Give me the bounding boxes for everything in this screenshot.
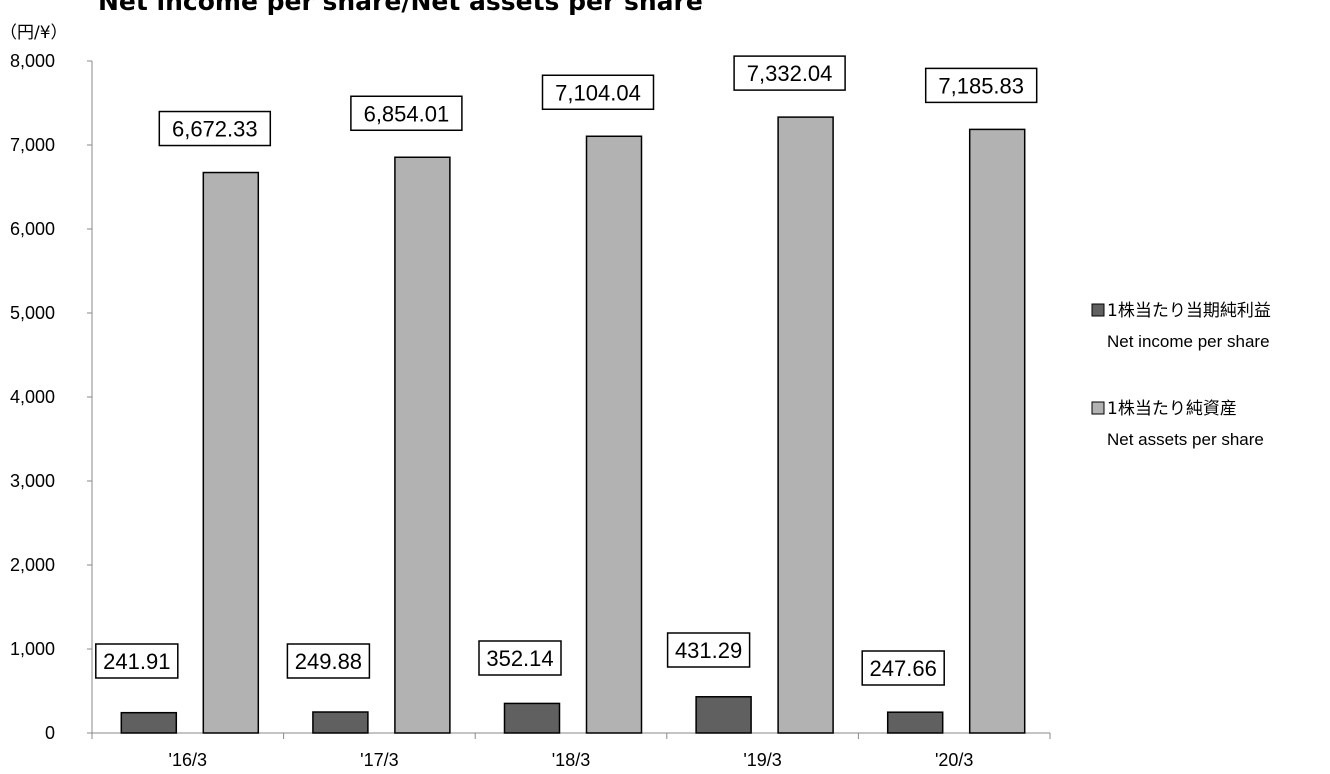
bar-net-income [695, 696, 752, 734]
y-tick-label: 5,000 [10, 303, 55, 323]
data-label: 247.66 [870, 656, 937, 681]
bar-net-assets [968, 128, 1026, 734]
x-tick-label: '18/3 [552, 750, 590, 770]
data-label: 431.29 [675, 638, 742, 663]
x-tick-label: '17/3 [360, 750, 398, 770]
bar-net-assets [202, 171, 260, 734]
y-tick-label: 1,000 [10, 639, 55, 659]
bar-net-assets [777, 116, 834, 734]
y-tick-label: 3,000 [10, 471, 55, 491]
bars [120, 116, 1026, 734]
data-label: 241.91 [103, 649, 170, 674]
data-label-box [158, 110, 272, 147]
y-tick-label: 7,000 [10, 135, 55, 155]
y-unit-label: （円/¥） [0, 23, 68, 43]
data-label: 249.88 [295, 649, 362, 674]
y-tick-label: 2,000 [10, 555, 55, 575]
bar-net-income [120, 711, 178, 734]
data-label-box [478, 640, 562, 676]
data-label-box [286, 643, 371, 679]
y-tick-label: 4,000 [10, 387, 55, 407]
data-label: 352.14 [486, 646, 553, 671]
legend-label: 1株当たり当期純利益 [1107, 301, 1271, 321]
data-label-box [350, 95, 463, 132]
data-label: 7,185.83 [938, 73, 1024, 98]
data-label-box [541, 74, 655, 111]
data-label-box [924, 67, 1038, 104]
data-label: 7,104.04 [555, 80, 641, 105]
data-label-box [666, 632, 751, 668]
axes: 0 1,000 2,000 3,000 4,000 5,000 6,000 7,000 8,00… [10, 51, 1051, 770]
bar-net-income [312, 711, 369, 734]
bar-net-assets [585, 135, 643, 734]
y-tick-label: 6,000 [10, 219, 55, 239]
bar-net-income [503, 702, 561, 734]
legend-swatch [1091, 401, 1105, 415]
legend-label-en: Net income per share [1107, 332, 1270, 351]
legend-swatch [1091, 303, 1105, 317]
data-label-box [733, 55, 846, 91]
bar-net-income [886, 711, 944, 734]
x-tick-label: '16/3 [169, 750, 207, 770]
data-labels: 241.91 249.88 352.14 431.29 247.66 6,672.33 6,… [95, 55, 1038, 686]
y-tick-label: 8,000 [10, 51, 55, 71]
chart-title: Net income per share/Net assets per shar… [98, 0, 703, 16]
x-tick-label: '20/3 [935, 750, 973, 770]
data-label: 7,332.04 [747, 61, 833, 86]
y-tick-label: 0 [45, 723, 55, 743]
legend: 1株当たり当期純利益 Net income per share 1株当たり純資産 Ne… [1091, 301, 1271, 449]
data-label-box [95, 643, 179, 679]
data-label: 6,672.33 [172, 117, 258, 142]
legend-label: 1株当たり純資産 [1107, 399, 1237, 419]
data-label-box [861, 650, 945, 686]
legend-label-en: Net assets per share [1107, 430, 1264, 449]
data-label: 6,854.01 [364, 101, 450, 126]
bar-net-assets [394, 156, 451, 734]
x-tick-label: '19/3 [743, 750, 781, 770]
